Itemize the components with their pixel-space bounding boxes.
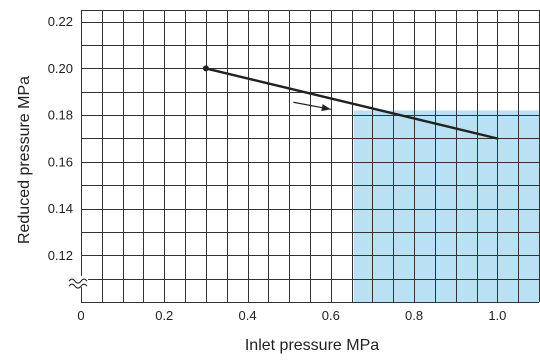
x-tick-label: 0.8 (405, 308, 423, 323)
shade-layer (353, 110, 539, 302)
y-tick-label: 0.16 (48, 154, 73, 169)
y-tick-label: 0.18 (48, 108, 73, 123)
x-tick-label: 0.2 (155, 308, 173, 323)
x-axis-title: Inlet pressure MPa (245, 337, 379, 354)
series-line (204, 67, 499, 140)
y-axis-title: Reduced pressure MPa (16, 76, 33, 244)
x-tick-label: 0 (77, 308, 84, 323)
y-tick-label: 0.14 (48, 201, 73, 216)
series-layer (202, 65, 499, 140)
axis-break-mark (68, 278, 88, 284)
y-tick-label: 0.22 (48, 14, 73, 29)
axis-break-layer (68, 276, 88, 289)
shaded-region (353, 110, 539, 302)
x-tick-label: 0.6 (322, 308, 340, 323)
direction-arrow-head (321, 104, 331, 112)
axis-break-mark (68, 283, 88, 289)
series-start-point (202, 65, 209, 72)
x-tick-label: 0.4 (239, 308, 257, 323)
y-tick-label: 0.20 (48, 61, 73, 76)
tick-label-layer: 0 0.2 0.4 0.6 0.8 1.0 0.12 0.14 0.16 0.18 0.20 0.22 (48, 14, 507, 323)
x-tick-label: 1.0 (488, 308, 506, 323)
y-tick-label: 0.12 (48, 248, 73, 263)
